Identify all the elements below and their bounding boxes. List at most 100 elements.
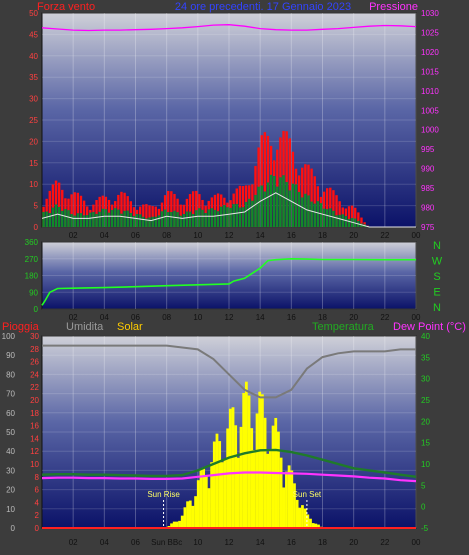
wind-gust-bar <box>82 200 86 227</box>
wind-average-bar <box>213 209 217 227</box>
wind-average-bar <box>329 208 332 227</box>
solar-bar <box>218 441 222 528</box>
wind-gust-bar <box>347 206 351 227</box>
direction-axis-tick: 0 <box>34 305 39 314</box>
wind-average-bar <box>57 206 61 227</box>
wind-average-bar <box>266 182 270 227</box>
solar-bar <box>285 471 288 528</box>
temperature-axis-tick: 0 <box>421 503 426 512</box>
x-tick-label: 20 <box>349 538 358 547</box>
wind-average-bar <box>257 186 260 227</box>
wind-average-bar <box>220 206 223 227</box>
wind-gust-bar <box>360 217 363 227</box>
wind-average-bar <box>154 216 157 227</box>
wind-average-bar <box>332 210 335 227</box>
solar-bar <box>317 524 320 528</box>
direction-axis-tick: 270 <box>25 255 39 264</box>
rain-axis-tick: 6 <box>35 486 40 495</box>
dew-point-line <box>41 471 417 483</box>
wind-average-bar <box>138 214 142 227</box>
wind-average-bar <box>254 194 257 227</box>
solar-bar <box>202 467 206 528</box>
wind-average-bar <box>54 204 58 227</box>
wind-average-bar <box>238 207 242 227</box>
wind-gust-bar <box>142 204 145 227</box>
wind-average-bar <box>92 211 95 227</box>
wind-average-bar <box>188 211 192 227</box>
wind-average-bar <box>223 205 226 227</box>
wind-average-bar <box>126 210 129 227</box>
wind-gust-bar <box>76 192 80 227</box>
x-tick-label: 12 <box>225 231 234 240</box>
x-tick-label: 00 <box>412 313 421 322</box>
wind-gust-bar <box>357 212 360 227</box>
x-tick-label: 10 <box>193 313 202 322</box>
wind-axis-tick: 25 <box>29 116 38 125</box>
solar-bar <box>298 507 302 528</box>
temperature-axis-tick: 15 <box>421 439 430 448</box>
solar-bar <box>255 413 259 528</box>
solar-bar <box>223 459 227 528</box>
wind-average-bar <box>279 177 282 227</box>
wind-gust-bar <box>354 207 357 227</box>
wind-gust-bar <box>350 205 354 227</box>
solar-bar <box>191 505 195 528</box>
wind-average-bar <box>272 175 276 227</box>
wind-gust-bar <box>263 132 267 227</box>
temperature-axis-tick: 35 <box>421 353 430 362</box>
solar-bar <box>170 523 173 528</box>
wind-gust-bar <box>173 193 176 227</box>
wind-axis-tick: 40 <box>29 52 38 61</box>
pressure-axis-tick: 1025 <box>421 28 439 37</box>
solar-bar <box>290 470 294 528</box>
compass-label: N <box>433 240 441 252</box>
wind-average-bar <box>313 203 316 227</box>
solar-bar <box>311 523 315 528</box>
wind-gust-bar <box>310 168 313 227</box>
wind-gust-bar <box>285 131 288 227</box>
wind-average-bar <box>322 208 326 227</box>
x-tick-label: 22 <box>380 538 389 547</box>
x-tick-label: 12 <box>225 538 234 547</box>
solar-bar <box>282 487 286 528</box>
wind-gust-bar <box>195 190 198 227</box>
solar-axis-title: Solar <box>117 321 143 333</box>
wind-average-bar <box>244 201 248 227</box>
rain-axis-tick: 16 <box>30 422 39 431</box>
wind-average-bar <box>129 212 133 227</box>
wind-average-bar <box>176 212 179 227</box>
x-tick-label: 08 <box>162 313 171 322</box>
wind-gust-bar <box>61 189 64 227</box>
rain-axis-tick: 14 <box>30 434 39 443</box>
x-tick-label: 04 <box>100 313 109 322</box>
wind-average-bar <box>185 211 189 227</box>
x-tick-label: 16 <box>287 231 296 240</box>
solar-bar <box>252 450 256 528</box>
rain-axis-tick: 2 <box>35 511 40 520</box>
wind-average-bar <box>241 207 245 227</box>
wind-gust-bar <box>329 187 332 227</box>
wind-average-bar <box>61 210 64 227</box>
wind-average-bar <box>179 215 182 227</box>
chart-title: 24 ore precedenti. 17 Gennaio 2023 <box>175 1 351 13</box>
pressure-axis-tick: 975 <box>421 223 435 232</box>
wind-average-bar <box>347 218 351 227</box>
wind-average-bar <box>335 215 338 227</box>
wind-average-bar <box>117 209 120 227</box>
humidity-axis-tick: 40 <box>6 447 15 456</box>
wind-average-bar <box>191 214 195 227</box>
rain-axis-tick: 12 <box>30 447 39 456</box>
wind-average-bar <box>123 210 126 227</box>
pressure-axis-tick: 990 <box>421 165 435 174</box>
wind-average-bar <box>98 211 101 227</box>
wind-gust-bar <box>301 167 304 227</box>
wind-average-bar <box>95 213 98 227</box>
wind-gust-bar <box>70 194 73 227</box>
rain-axis-tick: 10 <box>30 460 39 469</box>
wind-average-bar <box>204 212 207 227</box>
solar-bar <box>183 507 187 528</box>
wind-average-bar <box>120 213 123 227</box>
x-tick-label: 06 <box>131 538 140 547</box>
wind-average-bar <box>301 197 304 227</box>
pressure-axis-tick: 980 <box>421 204 435 213</box>
